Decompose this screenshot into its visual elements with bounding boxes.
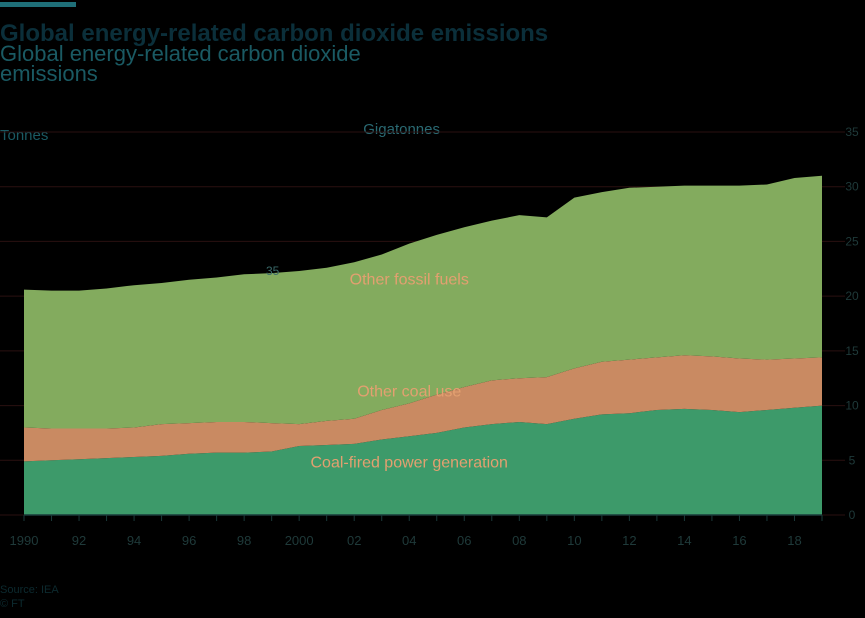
x-tick-label: 12: [622, 533, 636, 548]
x-tick-label: 94: [127, 533, 141, 548]
x-tick-label: 2000: [285, 533, 314, 548]
area-coal-fired-power-generation: [24, 405, 822, 515]
area-label: Other coal use: [357, 383, 461, 400]
area-series: [24, 175, 822, 515]
chart-subtitle: Global energy-related carbon dioxide emi…: [0, 41, 361, 86]
x-tick-label: 02: [347, 533, 361, 548]
y-tick-label: 20: [845, 289, 859, 303]
y-tick-label: 30: [845, 180, 859, 194]
chart-title: Global energy-related carbon dioxide emi…: [0, 20, 549, 47]
y-tick-label: 25: [845, 234, 859, 248]
area-label: Other fossil fuels: [350, 272, 469, 289]
y-tick-label: 15: [845, 344, 859, 358]
y-tick-label: 5: [849, 453, 856, 467]
header-accent-bar: [0, 2, 76, 7]
y-tick-label: 35: [845, 125, 859, 139]
x-tick-label: 98: [237, 533, 251, 548]
x-tick-label: 18: [787, 533, 801, 548]
y-tick-label: 10: [845, 399, 859, 413]
y-tick-label: 0: [849, 508, 856, 522]
area-other-fossil-fuels: [24, 175, 822, 429]
note-label: 35: [266, 264, 280, 278]
x-tick-label: 04: [402, 533, 416, 548]
x-tick-label: 92: [72, 533, 86, 548]
copyright-note: © FT: [0, 598, 25, 610]
area-label: Coal-fired power generation: [311, 454, 508, 471]
x-tick-label: 1990: [10, 533, 39, 548]
x-tick-label: 16: [732, 533, 746, 548]
y-axis: 35 30 25 20 15 10 5 0: [845, 125, 859, 522]
chart-footer: Source: IEA © FT: [0, 583, 59, 611]
x-tick-label: 08: [512, 533, 526, 548]
x-tick-label: 10: [567, 533, 581, 548]
x-axis: 1990 92 94 96 98 2000 02 04 06 08 10 12 14 16 18: [10, 514, 823, 548]
area-other-coal-use: [24, 355, 822, 462]
x-tick-label: 06: [457, 533, 471, 548]
x-tick-label: 14: [677, 533, 691, 548]
x-tick-label: 96: [182, 533, 196, 548]
unit-label-right: Gigatonnes: [363, 121, 440, 138]
area-labels: Other fossil fuels Other coal use Coal-fir…: [311, 272, 508, 472]
source-note: Source: IEA: [0, 584, 59, 596]
